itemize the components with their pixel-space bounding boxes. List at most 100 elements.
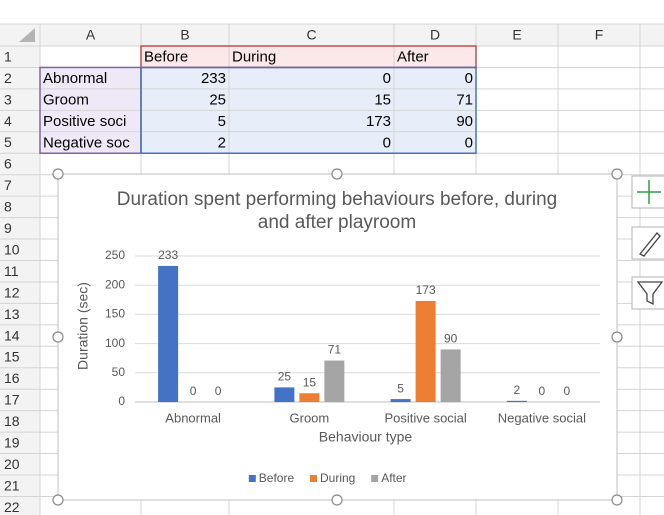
x-tick-label: Abnormal	[165, 410, 221, 425]
y-tick-label: 50	[112, 365, 126, 379]
column-header: C	[306, 27, 316, 43]
resize-handle[interactable]	[52, 331, 64, 343]
resize-handle[interactable]	[611, 331, 623, 343]
chart-filters-button[interactable]	[631, 276, 664, 310]
row-header: 7	[4, 177, 12, 193]
row-header: 15	[4, 349, 20, 365]
bar	[299, 393, 320, 402]
legend-label: During	[320, 471, 355, 485]
row-header: 10	[4, 241, 20, 257]
data-label: 90	[444, 332, 458, 346]
cell: 0	[383, 134, 391, 151]
cell: 5	[218, 113, 226, 130]
cell: 0	[465, 134, 473, 151]
row-header: 1	[4, 48, 12, 64]
top-bar	[0, 0, 664, 24]
x-tick-label: Positive social	[384, 410, 466, 425]
y-tick-label: 0	[118, 394, 125, 408]
resize-handle[interactable]	[52, 494, 64, 506]
column-header: F	[595, 27, 604, 43]
row-header: 3	[4, 91, 12, 107]
resize-handle[interactable]	[611, 168, 623, 180]
cell: 90	[456, 113, 473, 130]
row-header: 17	[4, 392, 20, 408]
legend-label: Before	[259, 471, 295, 485]
range-fill	[141, 46, 476, 68]
x-axis-title: Behaviour type	[319, 429, 413, 445]
row-header: 12	[4, 284, 20, 300]
bar	[390, 399, 411, 402]
cell: After	[397, 49, 429, 66]
data-label: 71	[328, 343, 342, 357]
row-header: 4	[4, 113, 12, 129]
row-header: 16	[4, 370, 20, 386]
row-header: 9	[4, 220, 12, 236]
cell: 0	[465, 70, 473, 87]
cell: 2	[218, 134, 226, 151]
data-label: 5	[397, 381, 404, 395]
row-header: 14	[4, 327, 20, 343]
cell: Before	[144, 49, 188, 66]
cell: 173	[366, 113, 391, 130]
x-tick-label: Groom	[290, 410, 330, 425]
legend-label: After	[381, 471, 406, 485]
cell: 15	[374, 92, 391, 109]
column-header: D	[430, 27, 440, 43]
chart-styles-button[interactable]	[631, 226, 664, 260]
data-label: 2	[514, 383, 521, 397]
row-header: 18	[4, 413, 20, 429]
cell: 71	[456, 92, 473, 109]
chart-area[interactable]	[57, 173, 618, 501]
bar	[506, 400, 527, 402]
data-label: 0	[539, 384, 546, 398]
y-tick-label: 250	[105, 248, 125, 262]
legend-swatch	[310, 475, 317, 482]
bar	[158, 265, 179, 402]
row-header: 19	[4, 435, 20, 451]
resize-handle[interactable]	[611, 494, 623, 506]
range-border	[140, 66, 477, 154]
cell: During	[232, 49, 276, 66]
y-tick-label: 150	[105, 307, 125, 321]
bar	[274, 387, 295, 402]
chart-title: Duration spent performing behaviours bef…	[116, 189, 558, 233]
data-label: 173	[416, 283, 436, 297]
column-header: E	[512, 27, 521, 43]
bar	[324, 360, 345, 402]
cell: 25	[209, 92, 226, 109]
row-header: 5	[4, 134, 12, 150]
legend-swatch	[371, 475, 379, 482]
resize-handle[interactable]	[331, 168, 343, 180]
y-axis-title: Duration (sec)	[75, 282, 91, 370]
select-all	[19, 28, 35, 42]
resize-handle[interactable]	[331, 494, 343, 506]
resize-handle[interactable]	[52, 168, 64, 180]
data-label: 0	[215, 384, 222, 398]
row-header: 20	[4, 456, 20, 472]
cell: Abnormal	[43, 70, 107, 87]
row-header: 13	[4, 306, 20, 322]
row-header: 6	[4, 156, 12, 172]
chart-elements-button[interactable]	[631, 175, 664, 209]
bar	[415, 300, 436, 402]
legend-swatch	[248, 475, 256, 482]
row-header: 8	[4, 199, 12, 215]
bar	[440, 349, 461, 402]
x-tick-label: Negative social	[498, 410, 586, 425]
cell: 233	[201, 70, 226, 87]
data-label: 25	[278, 370, 292, 384]
y-tick-label: 200	[105, 277, 125, 291]
row-header: 22	[4, 499, 20, 515]
column-header: A	[86, 27, 96, 43]
cell: Negative soc	[43, 134, 130, 151]
data-label: 15	[303, 375, 317, 389]
column-header: B	[180, 27, 189, 43]
row-header-bar	[0, 46, 40, 515]
column-header-bar	[0, 24, 664, 46]
cell: 0	[383, 70, 391, 87]
row-header: 21	[4, 477, 20, 493]
cell: Groom	[43, 92, 89, 109]
row-header: 11	[4, 263, 19, 279]
